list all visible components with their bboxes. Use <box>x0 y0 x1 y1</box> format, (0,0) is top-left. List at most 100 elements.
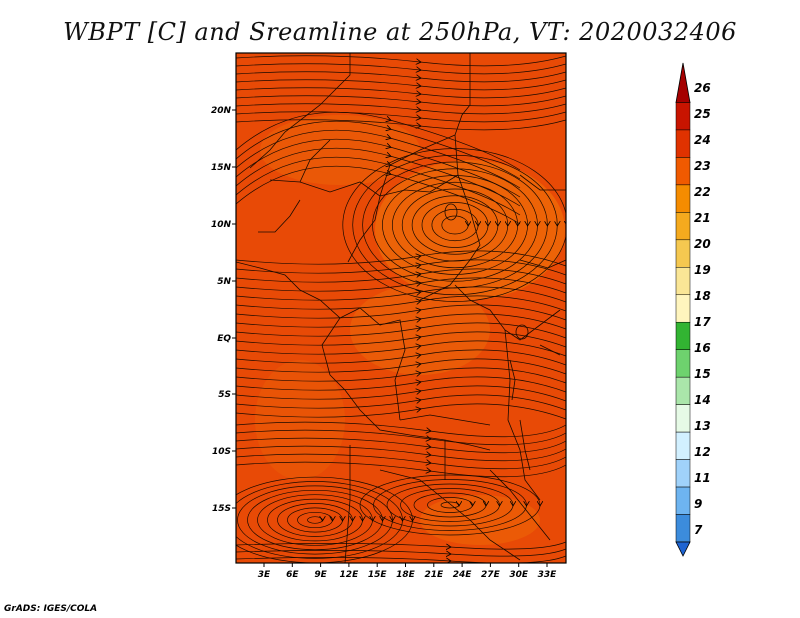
colorbar-label-17: 17 <box>694 315 711 329</box>
colorbar-segment <box>675 486 691 515</box>
axis-ticks <box>232 109 548 567</box>
streamline <box>236 147 521 207</box>
lon-label-9e: 9E <box>314 570 327 580</box>
streamline <box>236 268 566 285</box>
colorbar <box>675 62 691 557</box>
streamline <box>236 129 521 189</box>
country-borders <box>236 53 566 563</box>
streamline <box>391 181 517 269</box>
streamline <box>421 202 488 248</box>
streamline <box>236 111 521 171</box>
colorbar-label-19: 19 <box>694 263 711 277</box>
colorbar-segment <box>675 431 691 460</box>
streamline <box>277 503 353 537</box>
colorbar-segment <box>675 514 691 543</box>
colorbar-label-25: 25 <box>694 107 711 121</box>
colorbar-segment <box>675 157 691 186</box>
map-title: WBPT [C] and Sreamline at 250hPa, VT: 20… <box>63 18 737 46</box>
latitude-labels: 20N 15N 10N 5N EQ 5S 10S 15S <box>211 106 232 514</box>
streamline <box>236 421 566 438</box>
lon-label-33e: 33E <box>538 570 558 580</box>
streamline <box>236 376 566 393</box>
streamline <box>236 555 566 563</box>
colorbar-label-16: 16 <box>694 341 711 355</box>
colorbar-label-24: 24 <box>694 133 711 147</box>
lat-label-20n: 20N <box>211 106 232 116</box>
lat-label-15n: 15N <box>211 163 232 173</box>
wbpt-variations <box>255 115 565 545</box>
colorbar-segment <box>675 294 691 323</box>
colorbar-bottom-arrow <box>675 541 691 557</box>
lon-label-12e: 12E <box>340 570 360 580</box>
streamline <box>373 479 527 531</box>
lat-label-15s: 15S <box>212 504 231 514</box>
streamline <box>236 461 566 478</box>
streamline <box>236 445 566 462</box>
streamline <box>236 541 566 549</box>
lon-label-18e: 18E <box>396 570 416 580</box>
streamline <box>236 322 566 339</box>
streamline <box>236 367 566 384</box>
lon-label-27e: 27E <box>481 570 501 580</box>
lon-label-6e: 6E <box>286 570 299 580</box>
lakes <box>444 203 531 471</box>
streamline <box>401 188 508 262</box>
streamline <box>362 161 548 289</box>
colorbar-label-11: 11 <box>694 471 711 485</box>
lat-label-5n: 5N <box>217 277 231 287</box>
streamline <box>236 453 566 470</box>
streamline <box>287 507 343 533</box>
streamline <box>236 349 566 366</box>
longitude-labels: 3E 6E 9E 12E 15E 18E 21E 24E 27E 30E 33E <box>258 570 557 580</box>
lon-label-15e: 15E <box>368 570 388 580</box>
colorbar-segment <box>675 349 691 378</box>
streamline <box>236 286 566 303</box>
map-panel: 20N 15N 10N 5N EQ 5S 10S 15S 3E 6E 9E 12E 15E 18E 21E… <box>211 52 567 580</box>
streamline <box>236 165 521 225</box>
streamline <box>297 511 333 529</box>
streamline <box>236 295 566 312</box>
colorbar-label-9: 9 <box>694 497 702 511</box>
streamline <box>236 304 566 321</box>
lon-label-3e: 3E <box>258 570 271 580</box>
map-frame <box>235 52 567 564</box>
colorbar-label-7: 7 <box>694 523 703 537</box>
streamline <box>440 502 459 509</box>
colorbar-label-12: 12 <box>694 445 711 459</box>
colorbar-label-15: 15 <box>694 367 711 381</box>
streamline <box>236 79 566 91</box>
streamline <box>236 340 566 357</box>
streamline <box>359 474 540 536</box>
streamline <box>236 358 566 375</box>
footer-credit: GrADS: IGES/COLA <box>4 604 98 614</box>
streamline <box>342 148 566 302</box>
streamline <box>427 497 473 513</box>
streamline <box>352 154 558 296</box>
streamline <box>236 313 566 330</box>
streamline <box>236 403 566 420</box>
colorbar-segment <box>675 129 691 158</box>
streamline <box>441 215 468 235</box>
streamline <box>307 517 323 524</box>
streamline <box>236 55 566 67</box>
lat-label-eq: EQ <box>217 334 231 344</box>
streamline <box>236 119 566 131</box>
streamline <box>236 548 566 556</box>
colorbar-label-21: 21 <box>694 211 711 225</box>
colorbar-segment <box>675 321 691 350</box>
streamline <box>386 483 513 527</box>
colorbar-label-14: 14 <box>694 393 711 407</box>
streamline <box>236 103 566 115</box>
streamline <box>431 208 478 242</box>
colorbar-segment <box>675 239 691 268</box>
colorbar-label-23: 23 <box>694 159 711 173</box>
streamline <box>236 331 566 348</box>
colorbar-segment <box>675 102 691 131</box>
streamline <box>236 250 566 267</box>
colorbar-segment <box>675 459 691 488</box>
streamline <box>236 111 566 123</box>
colorbar-top-arrow <box>675 62 691 103</box>
streamline <box>236 120 521 180</box>
colorbar-segment <box>675 212 691 241</box>
colorbar-segment <box>675 267 691 296</box>
